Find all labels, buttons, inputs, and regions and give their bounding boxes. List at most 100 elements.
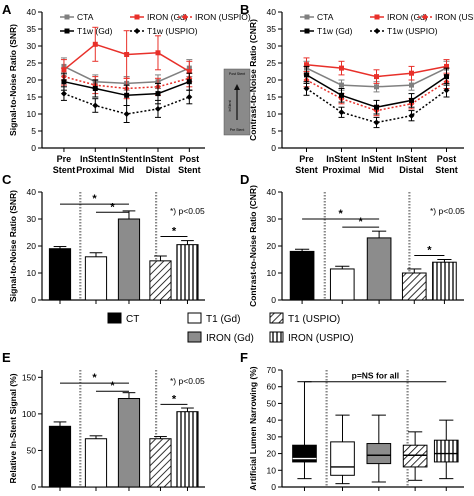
chart-A: 0 5 10 15 20 25 30 35 40 Signal-to-Noise Ratio (S… [8, 7, 251, 175]
bar-black [48, 425, 72, 488]
data-point [304, 72, 309, 78]
legend-marker [134, 28, 140, 34]
y-tick-label: 70 [267, 365, 277, 375]
bar-white [84, 256, 108, 301]
data-point [60, 90, 67, 97]
x-tick-label: InStent Distal [396, 154, 427, 175]
legend-label: IRON (Gd) [387, 12, 428, 22]
y-tick-label: 40 [267, 187, 277, 197]
legend-label: T1 (USPIO) [288, 314, 340, 325]
data-point [304, 62, 309, 68]
legend-swatch-white [187, 312, 202, 324]
legend-label: T1w (Gd) [77, 26, 113, 36]
x-tick-label: InStent Distal [143, 154, 174, 175]
data-point [61, 79, 67, 85]
box [366, 443, 392, 465]
y-tick-label: 40 [27, 187, 37, 197]
data-point [186, 94, 193, 100]
y-tick-label: 100 [22, 409, 36, 419]
bar-vert [176, 411, 199, 488]
inset-label-mid: InStent [228, 100, 232, 111]
bar-white [329, 268, 355, 301]
bar-diag [401, 272, 427, 301]
data-point [444, 74, 449, 80]
y-tick-label: 30 [27, 41, 37, 51]
panel-letter: B [240, 2, 249, 17]
series-t1w-gd- [303, 65, 450, 115]
data-point [409, 97, 414, 103]
bar-white [84, 438, 108, 488]
y-tick-label: 5 [271, 126, 276, 136]
data-point [338, 109, 345, 116]
box-vert [433, 419, 459, 480]
y-tick-label: 35 [27, 24, 37, 34]
legend-label: CT [126, 314, 139, 325]
y-tick-label: 10 [267, 109, 277, 119]
significance-star: * [92, 193, 97, 205]
box-white [330, 414, 355, 485]
box [433, 439, 459, 463]
legend-label: T1w (USPIO) [147, 26, 198, 36]
data-point [92, 102, 99, 109]
legend-marker [374, 28, 380, 34]
chart-C: 0 10 20 30 40 Signal-to-Noise Ratio (SNR) * * * *… [8, 187, 205, 305]
box [402, 444, 428, 468]
y-axis-label: Artificial Lumen Narrowing (%) [248, 366, 258, 490]
bar-vert [176, 244, 199, 301]
series-line [306, 87, 447, 124]
data-point [374, 74, 379, 80]
data-point [339, 82, 344, 88]
y-tick-label: 0 [31, 143, 36, 153]
legend-label: T1w (USPIO) [387, 26, 438, 36]
legend-label: IRON (USPIO) [435, 12, 474, 22]
series-t1w-uspio- [60, 86, 193, 123]
p-value-note: *) p<0.05 [430, 206, 465, 216]
panel-letter: E [2, 350, 11, 365]
legend-swatch-vert [269, 331, 284, 343]
y-tick-label: 25 [267, 58, 277, 68]
legend-swatch-diag [269, 312, 284, 324]
y-tick-label: 30 [267, 41, 277, 51]
y-tick-label: 60 [267, 382, 277, 392]
data-point [374, 84, 379, 90]
legend-marker [64, 14, 70, 20]
x-tick-label: Pre Stent [53, 154, 76, 175]
data-point [444, 63, 449, 69]
y-tick-label: 20 [267, 449, 277, 459]
panel-letter: C [2, 172, 12, 187]
panel-letter: F [240, 350, 248, 365]
bar-gray [117, 398, 141, 488]
chart-B: 0 5 10 15 20 25 30 35 40 Contrast-to-Noise Ratio … [248, 7, 474, 175]
p-value-note: *) p<0.05 [170, 376, 205, 386]
y-tick-label: 20 [267, 241, 277, 251]
y-tick-label: 0 [31, 295, 36, 305]
significance-star: * [110, 380, 115, 392]
y-tick-label: 25 [27, 58, 37, 68]
y-tick-label: 20 [27, 241, 37, 251]
bar-diag [149, 438, 172, 488]
y-tick-label: 10 [27, 109, 37, 119]
series-line [63, 92, 190, 115]
x-tick-label: InStent Mid [361, 154, 392, 175]
y-tick-label: 20 [267, 75, 277, 85]
y-tick-label: 10 [267, 465, 277, 475]
box [292, 444, 317, 463]
significance-star: * [110, 201, 115, 213]
data-point [155, 91, 161, 97]
y-tick-label: 50 [27, 445, 37, 455]
y-tick-label: 10 [27, 268, 37, 278]
y-tick-label: 30 [27, 214, 37, 224]
data-point [124, 92, 130, 98]
data-point [373, 119, 380, 126]
x-tick-label: Pre Stent [295, 154, 318, 175]
y-tick-label: 0 [31, 482, 36, 492]
series-t1w-uspio- [303, 81, 450, 129]
panel-letter: D [240, 172, 249, 187]
legend-label: T1 (Gd) [206, 314, 240, 325]
bar-diag [149, 260, 172, 301]
y-tick-label: 150 [22, 372, 36, 382]
legend-label: IRON (USPIO) [195, 12, 251, 22]
shared-legend: CT T1 (Gd) T1 (USPIO) IRON (Gd) IRON (USPIO) [107, 312, 354, 344]
significance-star: * [338, 208, 343, 220]
inset-label-bottom: Pre Stent [230, 128, 245, 132]
